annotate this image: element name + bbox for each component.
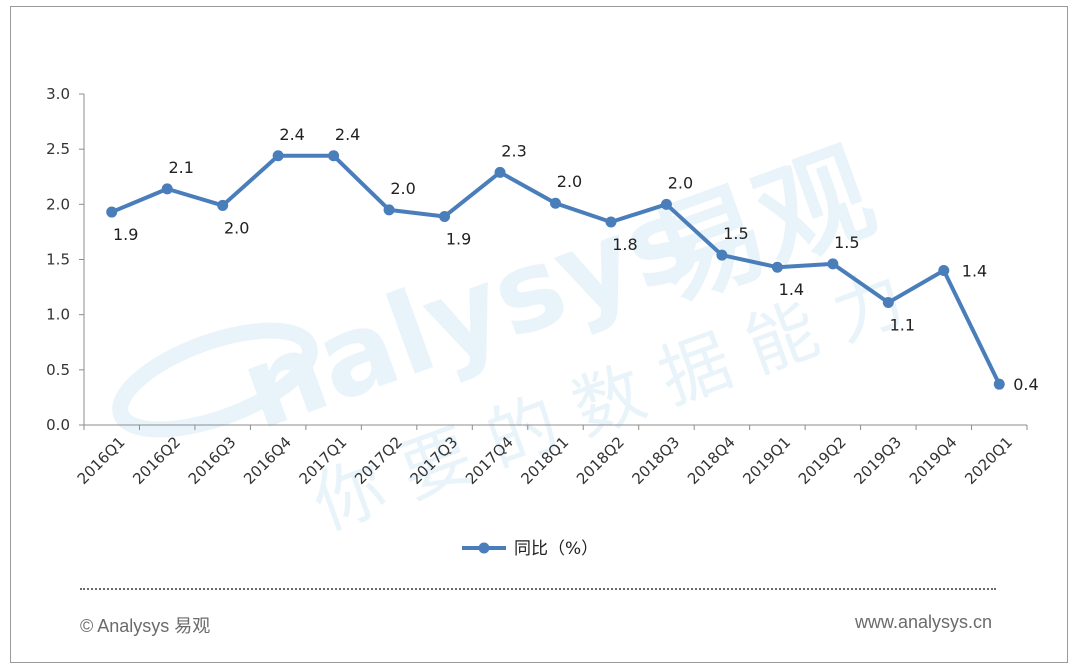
data-point	[106, 206, 118, 218]
footer-copyright: © Analysys 易观	[80, 616, 211, 636]
data-point	[383, 204, 395, 216]
data-point	[550, 197, 561, 209]
data-point	[938, 265, 950, 277]
data-label: 2.4	[335, 125, 360, 144]
y-tick-label: 2.0	[46, 195, 70, 213]
legend-label: 同比（%）	[514, 539, 598, 559]
chart-legend: 同比（%）	[462, 539, 598, 559]
x-tick-label: 2019Q4	[906, 433, 961, 488]
data-label: 2.0	[390, 179, 415, 198]
y-tick-label: 1.0	[46, 306, 70, 324]
x-tick-label: 2020Q1	[961, 433, 1016, 488]
data-point	[217, 199, 229, 211]
data-point	[439, 210, 451, 222]
data-label: 2.3	[501, 141, 526, 160]
data-label: 0.4	[1013, 375, 1038, 394]
y-tick-label: 1.5	[46, 251, 70, 269]
y-tick-label: 0.0	[46, 416, 70, 434]
data-point	[272, 150, 284, 162]
footer-website-link[interactable]: www.analysys.cn	[854, 612, 992, 632]
y-tick-label: 2.5	[46, 140, 70, 158]
data-point	[827, 258, 839, 270]
x-tick-label: 2019Q2	[795, 433, 850, 488]
data-label: 2.0	[557, 172, 582, 191]
data-point	[882, 297, 894, 309]
data-label: 1.4	[779, 280, 804, 299]
x-tick-label: 2016Q1	[74, 433, 129, 488]
data-label: 1.9	[113, 225, 138, 244]
data-label: 2.1	[168, 158, 193, 177]
chart-frame	[10, 6, 1068, 663]
data-point	[716, 249, 728, 261]
data-label: 1.9	[446, 229, 471, 248]
y-tick-label: 3.0	[46, 85, 70, 103]
watermark-logo-ring	[112, 322, 318, 438]
x-tick-label: 2018Q3	[628, 433, 683, 488]
data-label: 1.5	[834, 233, 859, 252]
data-point	[660, 198, 672, 210]
y-tick-label: 0.5	[46, 361, 70, 379]
footer-divider	[80, 588, 996, 590]
data-label: 2.4	[279, 125, 304, 144]
data-point	[771, 261, 783, 273]
data-label: 1.4	[962, 262, 987, 281]
data-label: 2.0	[224, 218, 249, 237]
data-point	[605, 216, 617, 228]
chart-series: 1.9 2.1 2.0 2.4 2.4 2.0 1.9 2.3 2.0 1.8 2.0 1.5 1.4 1…	[106, 125, 1039, 394]
x-tick-label: 2018Q4	[684, 433, 739, 488]
legend-marker	[478, 542, 490, 554]
data-label: 2.0	[668, 173, 693, 192]
data-point	[993, 378, 1005, 390]
data-label: 1.1	[890, 316, 915, 335]
data-label: 1.5	[723, 224, 748, 243]
x-tick-label: 2019Q1	[739, 433, 794, 488]
x-tick-label: 2019Q3	[850, 433, 905, 488]
x-tick-label: 2016Q2	[129, 433, 184, 488]
data-point	[494, 166, 506, 178]
data-point	[161, 183, 173, 195]
x-tick-label: 2016Q3	[185, 433, 240, 488]
data-point	[328, 150, 340, 162]
data-label: 1.8	[612, 235, 637, 254]
